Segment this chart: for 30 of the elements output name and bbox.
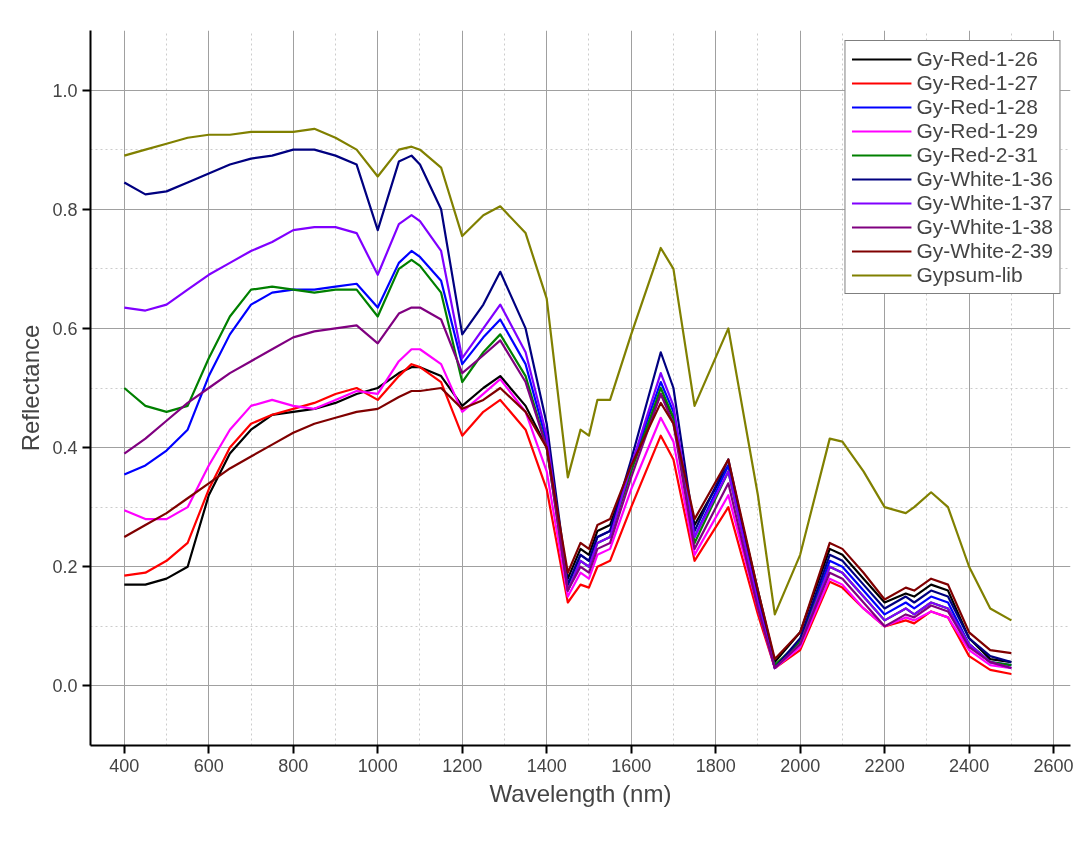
legend-label: Gy-White-1-36 [916, 167, 1053, 191]
x-tick-label: 1600 [611, 755, 652, 776]
x-tick-label: 2000 [780, 755, 821, 776]
legend-label: Gy-Red-2-31 [916, 143, 1038, 167]
x-tick-label: 1800 [695, 755, 736, 776]
x-tick-label: 800 [278, 755, 309, 776]
legend-label: Gy-Red-1-27 [916, 71, 1038, 95]
x-tick-label: 2200 [864, 755, 905, 776]
legend-label: Gypsum-lib [916, 263, 1023, 287]
x-tick-label: 2400 [949, 755, 990, 776]
y-tick-label: 0.8 [52, 199, 78, 220]
x-tick-label: 400 [109, 755, 140, 776]
legend-label: Gy-White-1-37 [916, 191, 1053, 215]
legend-label: Gy-Red-1-28 [916, 95, 1038, 119]
y-tick-label: 0.0 [52, 676, 78, 697]
y-tick-label: 0.2 [52, 557, 78, 578]
y-tick-label: 1.0 [52, 80, 78, 101]
y-axis-title: Reflectance [17, 324, 45, 452]
x-tick-label: 1000 [357, 755, 398, 776]
legend-label: Gy-White-2-39 [916, 239, 1053, 263]
legend-label: Gy-Red-1-29 [916, 119, 1038, 143]
x-tick-label: 2600 [1033, 755, 1074, 776]
y-tick-label: 0.4 [52, 438, 78, 459]
legend-label: Gy-White-1-38 [916, 215, 1053, 239]
x-tick-label: 1200 [442, 755, 483, 776]
x-tick-label: 1400 [526, 755, 567, 776]
x-tick-label: 600 [193, 755, 224, 776]
y-tick-label: 0.6 [52, 318, 78, 339]
legend-label: Gy-Red-1-26 [916, 47, 1038, 71]
x-axis-title: Wavelength (nm) [489, 779, 672, 807]
